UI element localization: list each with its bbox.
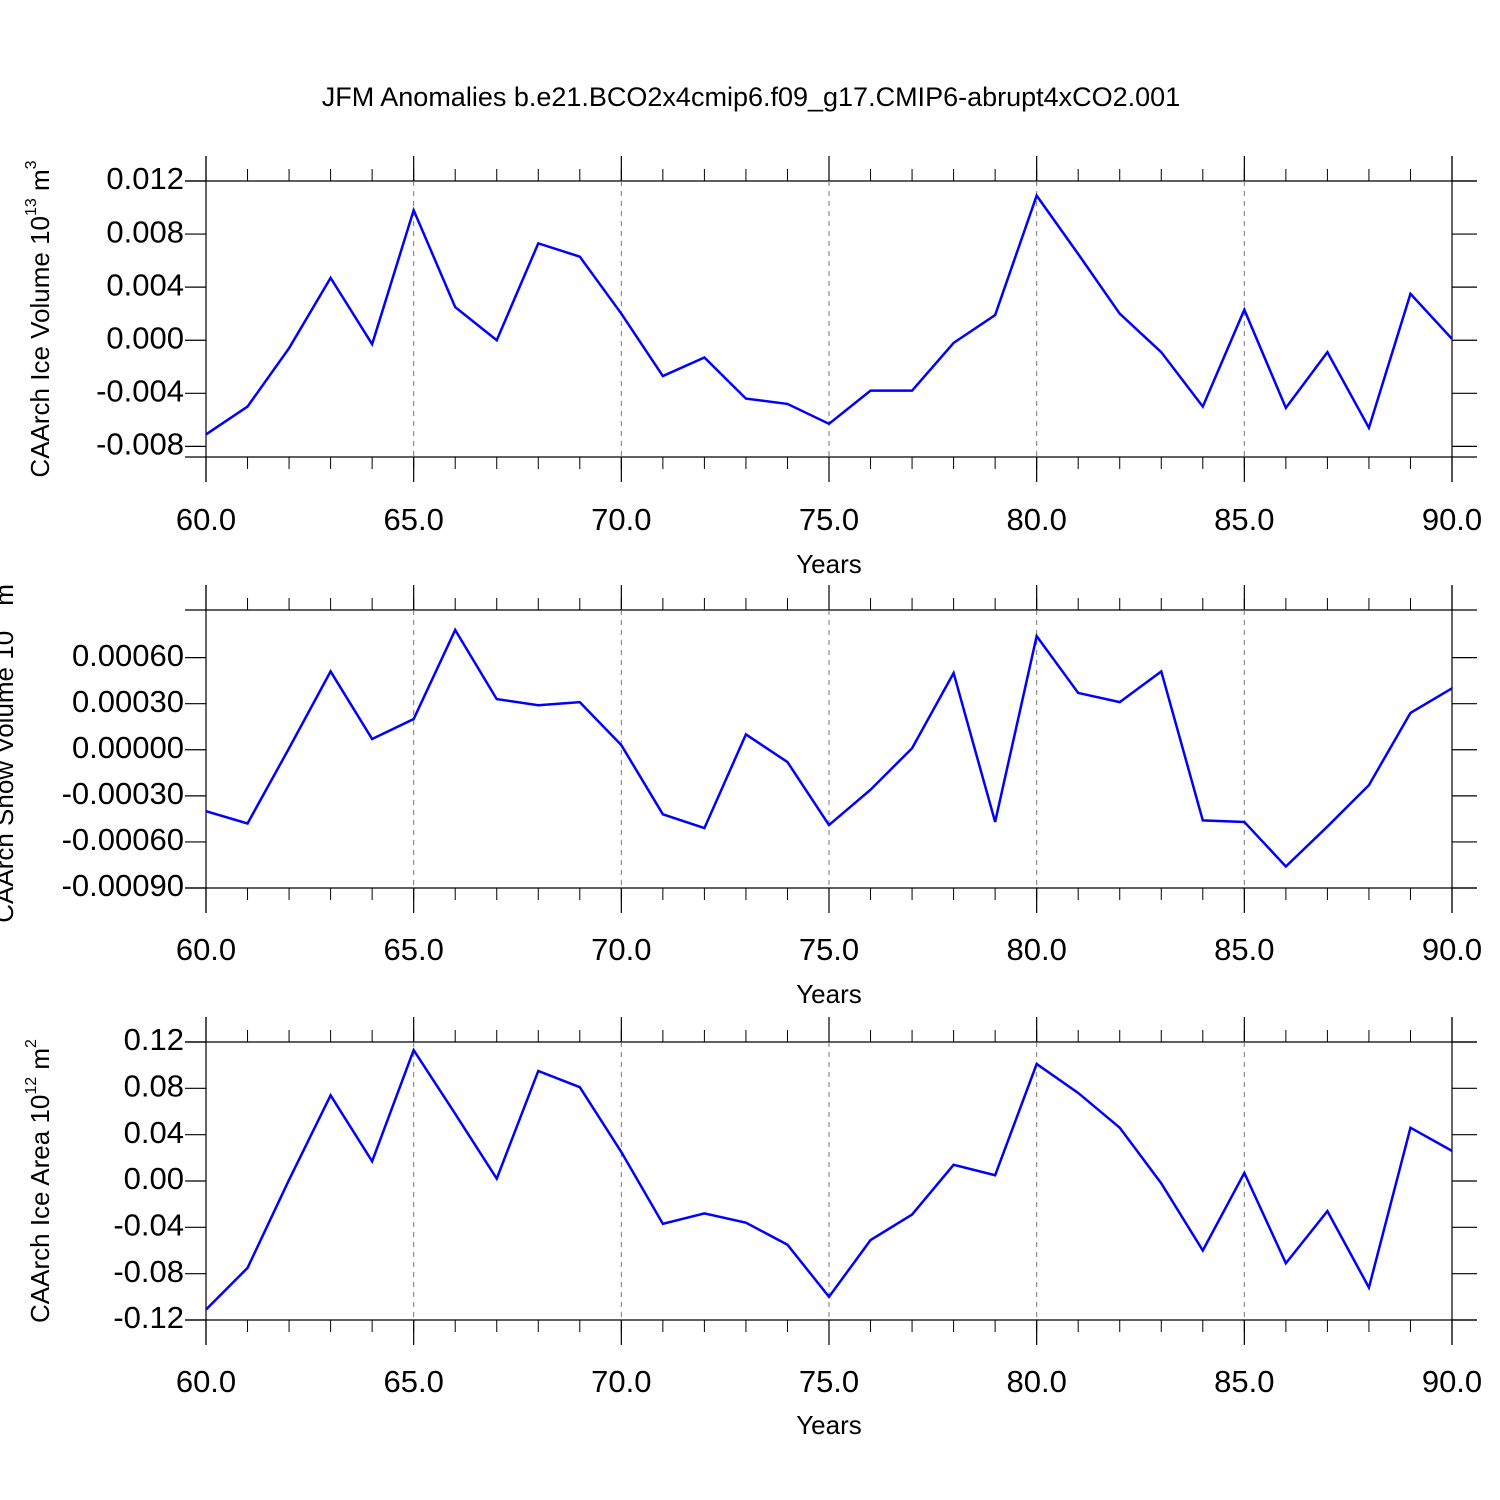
y-tick-label: -0.00090 [62,868,184,903]
y-tick-label: 0.004 [106,267,184,302]
y-axis-label-part: m [0,584,19,613]
x-tick-label: 75.0 [799,932,859,967]
y-axis-label-sup: 12 [23,1077,40,1095]
x-axis-label: Years [796,979,862,1009]
x-tick-label: 90.0 [1422,1364,1482,1399]
y-tick-label: 0.000 [106,320,184,355]
y-tick-label: -0.12 [113,1300,184,1335]
chart-title: JFM Anomalies b.e21.BCO2x4cmip6.f09_g17.… [322,82,1180,112]
x-tick-label: 85.0 [1214,502,1274,537]
x-tick-label: 60.0 [176,1364,236,1399]
x-tick-label: 70.0 [591,1364,651,1399]
y-axis-label-part: CAArch Ice Volume 10 [25,216,55,478]
y-tick-label: 0.00 [124,1161,184,1196]
x-tick-label: 70.0 [591,932,651,967]
y-tick-label: -0.008 [96,427,184,462]
y-tick-label: -0.04 [113,1208,184,1243]
x-tick-label: 80.0 [1006,1364,1066,1399]
y-axis-label: CAArch Snow Volume 1013 m3 [0,575,19,923]
x-tick-label: 90.0 [1422,932,1482,967]
y-axis-label: CAArch Ice Volume 1013 m3 [23,160,55,477]
x-tick-label: 65.0 [383,1364,443,1399]
y-tick-label: 0.012 [106,161,184,196]
x-tick-label: 80.0 [1006,502,1066,537]
x-tick-label: 60.0 [176,502,236,537]
x-tick-label: 85.0 [1214,1364,1274,1399]
y-tick-label: -0.00030 [62,776,184,811]
y-tick-label: 0.00000 [72,730,184,765]
data-line [205,627,1453,869]
x-tick-label: 85.0 [1214,932,1274,967]
y-axis-label-part: m [25,1048,55,1077]
y-tick-label: -0.004 [96,373,184,408]
x-tick-label: 60.0 [176,932,236,967]
y-axis-label-sup: 3 [23,160,40,169]
x-tick-label: 75.0 [799,1364,859,1399]
x-tick-label: 75.0 [799,502,859,537]
y-axis-label-sup: 13 [0,613,4,631]
x-tick-label: 70.0 [591,502,651,537]
y-tick-label: 0.08 [124,1069,184,1104]
x-axis-label: Years [796,549,862,579]
y-tick-label: 0.12 [124,1022,184,1057]
y-tick-label: -0.00060 [62,822,184,857]
y-axis-label-sup: 13 [23,198,40,216]
y-axis-label-part: CAArch Ice Area 10 [25,1095,55,1323]
y-axis-label: CAArch Ice Area 1012 m2 [23,1039,55,1323]
y-axis-label-part: CAArch Snow Volume 10 [0,631,19,923]
data-line [205,1047,1453,1311]
x-axis-label: Years [796,1410,862,1440]
y-axis-label-part: m [25,169,55,198]
y-axis-label-sup: 3 [0,575,4,584]
x-tick-label: 65.0 [383,502,443,537]
x-tick-label: 65.0 [383,932,443,967]
x-tick-label: 80.0 [1006,932,1066,967]
x-tick-label: 90.0 [1422,502,1482,537]
y-tick-label: -0.08 [113,1254,184,1289]
y-tick-label: 0.04 [124,1115,184,1150]
y-tick-label: 0.00030 [72,684,184,719]
y-axis-label-sup: 2 [23,1039,40,1048]
y-tick-label: 0.008 [106,214,184,249]
y-tick-label: 0.00060 [72,638,184,673]
data-line [205,192,1453,436]
